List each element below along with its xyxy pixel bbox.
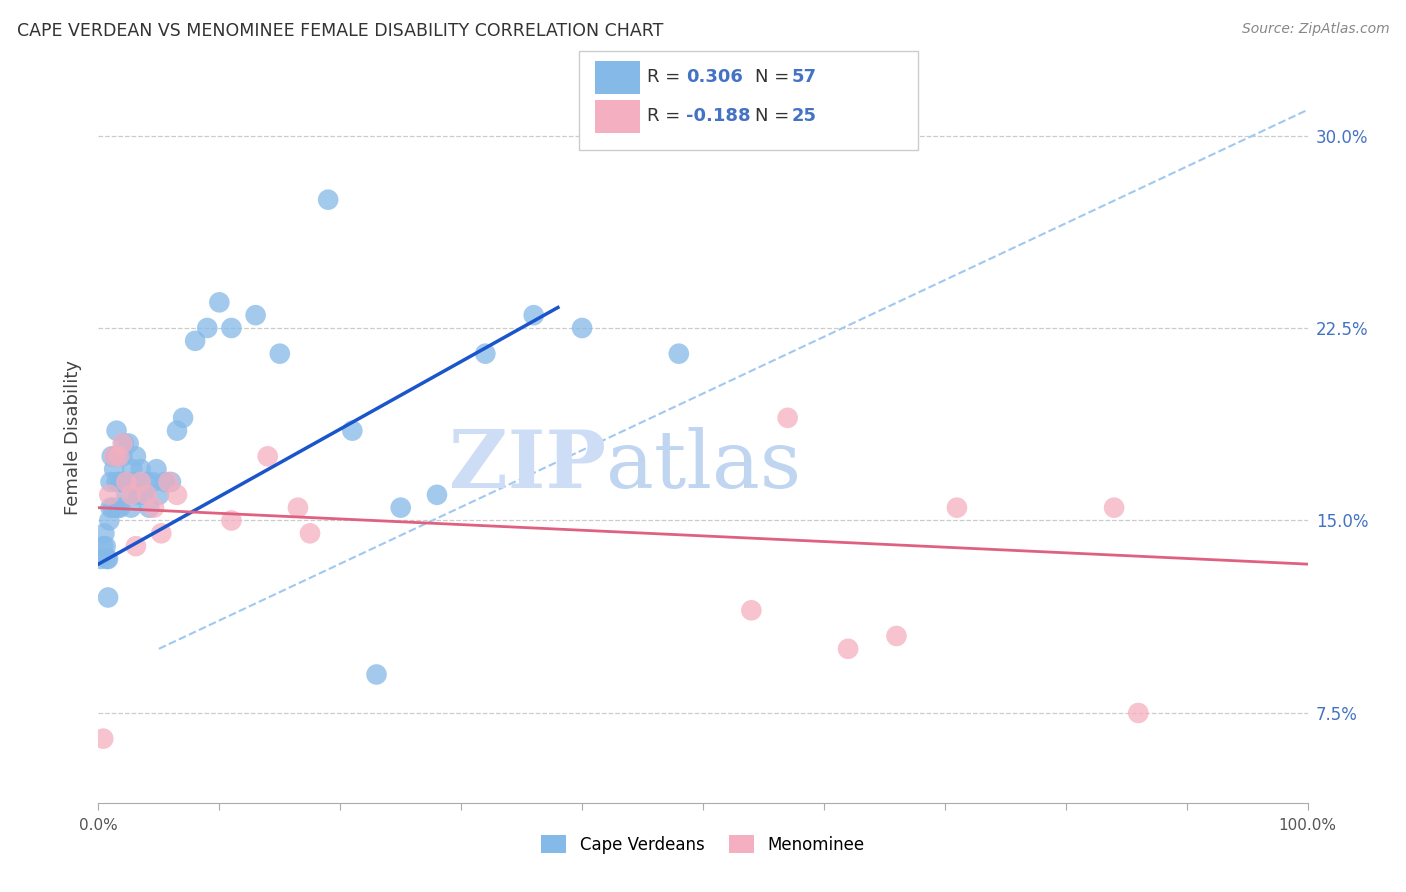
Point [157, 475, 180, 489]
Text: ZIP: ZIP [450, 427, 606, 506]
Point [523, 308, 546, 322]
Point [98, 488, 121, 502]
Text: 25: 25 [792, 107, 817, 125]
Point [124, 475, 146, 489]
Point [195, 321, 218, 335]
Point [166, 488, 188, 502]
Point [98, 514, 121, 528]
Point [316, 193, 339, 207]
Text: CAPE VERDEAN VS MENOMINEE FEMALE DISABILITY CORRELATION CHART: CAPE VERDEAN VS MENOMINEE FEMALE DISABIL… [17, 22, 664, 40]
Point [143, 500, 166, 515]
Point [172, 410, 194, 425]
Point [114, 475, 136, 489]
Point [111, 436, 134, 450]
Point [118, 436, 141, 450]
Point [886, 629, 908, 643]
Point [184, 334, 207, 348]
Point [135, 488, 157, 502]
Point [120, 488, 142, 502]
Point [100, 475, 122, 489]
Point [1102, 500, 1125, 515]
Point [91, 539, 114, 553]
Point [103, 450, 125, 464]
Point [115, 488, 138, 502]
Point [107, 500, 129, 515]
Point [148, 488, 170, 502]
Point [127, 488, 149, 502]
Point [426, 488, 449, 502]
Point [142, 475, 165, 489]
Point [115, 475, 138, 489]
Point [90, 552, 112, 566]
Point [135, 475, 157, 489]
Point [125, 539, 148, 553]
Point [110, 475, 132, 489]
Point [97, 591, 120, 605]
Point [94, 539, 117, 553]
Text: atlas: atlas [606, 427, 801, 506]
Point [93, 526, 115, 541]
Point [946, 500, 969, 515]
Point [389, 500, 412, 515]
Point [160, 475, 183, 489]
Point [105, 424, 128, 438]
Point [145, 462, 167, 476]
Text: 57: 57 [792, 68, 817, 86]
Point [108, 500, 131, 515]
Point [256, 450, 278, 464]
Point [121, 462, 143, 476]
Point [101, 500, 124, 515]
Point [153, 475, 176, 489]
Y-axis label: Female Disability: Female Disability [63, 359, 82, 515]
Point [474, 346, 496, 360]
Point [138, 500, 160, 515]
Point [96, 552, 118, 566]
Point [299, 526, 322, 541]
Legend: Cape Verdeans, Menominee: Cape Verdeans, Menominee [534, 829, 872, 860]
Point [108, 450, 131, 464]
Point [740, 603, 762, 617]
Point [1128, 706, 1150, 720]
Point [287, 500, 309, 515]
Point [108, 475, 131, 489]
Point [668, 346, 690, 360]
Text: N =: N = [755, 107, 794, 125]
Point [132, 488, 155, 502]
Point [112, 436, 135, 450]
Point [245, 308, 267, 322]
Point [221, 514, 243, 528]
Point [100, 500, 122, 515]
Point [97, 552, 120, 566]
Text: R =: R = [647, 107, 686, 125]
Point [837, 641, 859, 656]
Point [221, 321, 243, 335]
Point [120, 500, 142, 515]
Text: R =: R = [647, 68, 686, 86]
Point [118, 475, 141, 489]
Point [105, 475, 128, 489]
Point [91, 731, 114, 746]
Point [208, 295, 231, 310]
Point [150, 526, 173, 541]
Point [103, 462, 125, 476]
Point [776, 410, 799, 425]
Point [366, 667, 388, 681]
Point [342, 424, 364, 438]
Point [100, 450, 122, 464]
Point [129, 462, 152, 476]
Text: N =: N = [755, 68, 794, 86]
Point [129, 475, 152, 489]
Point [571, 321, 593, 335]
Point [125, 450, 148, 464]
Text: 0.306: 0.306 [686, 68, 742, 86]
Point [104, 450, 127, 464]
Text: Source: ZipAtlas.com: Source: ZipAtlas.com [1241, 22, 1389, 37]
Point [166, 424, 188, 438]
Point [111, 450, 134, 464]
Point [269, 346, 291, 360]
Text: -0.188: -0.188 [686, 107, 751, 125]
